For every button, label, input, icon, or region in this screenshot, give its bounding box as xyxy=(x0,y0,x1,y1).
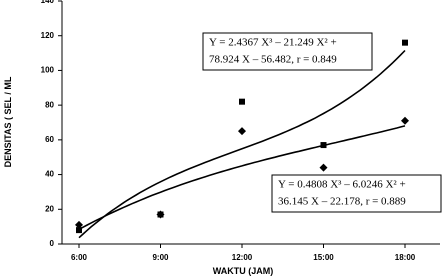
x-tick-label: 6:00 xyxy=(71,253,88,262)
y-tick-label: 20 xyxy=(45,204,54,213)
y-tick-label: 0 xyxy=(50,239,55,248)
marker-diamond xyxy=(156,210,165,219)
y-tick-label: 140 xyxy=(41,0,55,5)
trend-line xyxy=(78,125,406,231)
y-tick-label: 60 xyxy=(45,135,54,144)
equation-text: Y = 0.4808 X³ – 6.0246 X² + xyxy=(278,179,406,191)
trend-line xyxy=(78,49,406,239)
y-tick-label: 80 xyxy=(45,100,54,109)
equation-text: 36.145 X – 22.178, r = 0.889 xyxy=(278,196,406,208)
x-tick-label: 9:00 xyxy=(152,253,169,262)
y-axis-title: DENSITAS ( SEL / ML xyxy=(3,76,13,167)
x-tick-label: 15:00 xyxy=(313,253,334,262)
x-axis-title: WAKTU (JAM) xyxy=(213,266,274,276)
y-tick-label: 120 xyxy=(41,31,55,40)
equation-text: 78.924 X – 56.482, r = 0.849 xyxy=(209,54,337,66)
y-tick-label: 40 xyxy=(45,170,54,179)
y-tick-label: 100 xyxy=(41,66,55,75)
marker-square xyxy=(76,227,82,234)
x-tick-label: 18:00 xyxy=(395,253,416,262)
marker-diamond xyxy=(319,163,328,172)
equation-text: Y = 2.4367 X³ – 21.249 X² + xyxy=(209,37,337,49)
x-tick-label: 12:00 xyxy=(232,253,253,262)
marker-square xyxy=(402,39,408,46)
equation-box xyxy=(271,174,442,213)
marker-diamond xyxy=(238,127,246,136)
marker-square xyxy=(239,98,245,105)
marker-diamond xyxy=(401,116,409,125)
marker-diamond xyxy=(75,220,83,229)
equation-box xyxy=(202,32,373,71)
